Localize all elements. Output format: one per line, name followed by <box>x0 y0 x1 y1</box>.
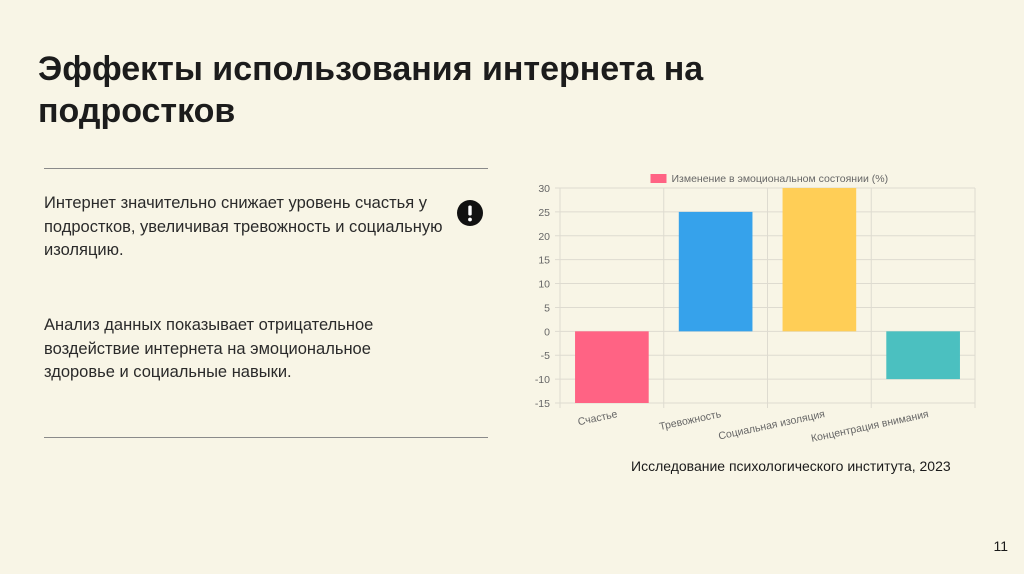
x-tick-label: Счастье <box>577 408 619 428</box>
paragraph-happiness: Интернет значительно снижает уровень сча… <box>44 194 443 259</box>
y-tick-label: -5 <box>541 350 550 362</box>
y-tick-label: -15 <box>535 398 550 410</box>
y-tick-label: 10 <box>538 279 550 291</box>
y-tick-label: 5 <box>544 302 550 314</box>
chart-caption: Исследование психологического института,… <box>560 458 1024 474</box>
paragraph-analysis: Анализ данных показывает отрицательное в… <box>44 316 374 381</box>
bottom-divider <box>44 437 488 438</box>
y-tick-label: 25 <box>538 207 550 219</box>
legend-swatch <box>650 174 667 183</box>
x-tick-label: Тревожность <box>658 408 723 433</box>
x-tick-label: Концентрация внимания <box>810 408 930 442</box>
exclamation-circle-icon <box>457 200 483 226</box>
bar <box>575 331 649 403</box>
top-divider <box>44 168 488 169</box>
legend-label: Изменение в эмоциональном состоянии (%) <box>672 173 889 185</box>
y-tick-label: 0 <box>544 326 550 338</box>
y-tick-label: 15 <box>538 255 550 267</box>
y-tick-label: -10 <box>535 374 550 386</box>
page-number: 11 <box>993 538 1008 554</box>
bar <box>678 211 753 332</box>
bar <box>782 188 857 332</box>
bar-chart: 30 25 20 15 10 5 0 -5 -10 -15 Счастье ТревожностьСо… <box>535 173 976 442</box>
y-tick-label: 20 <box>538 231 550 243</box>
bar <box>886 331 960 380</box>
y-tick-label: 30 <box>538 183 550 195</box>
x-tick-label: Социальная изоляция <box>717 408 826 442</box>
slide-title: Эффекты использования интернета на подро… <box>38 50 704 130</box>
chart-caption-text: Исследование психологического института,… <box>631 458 951 474</box>
